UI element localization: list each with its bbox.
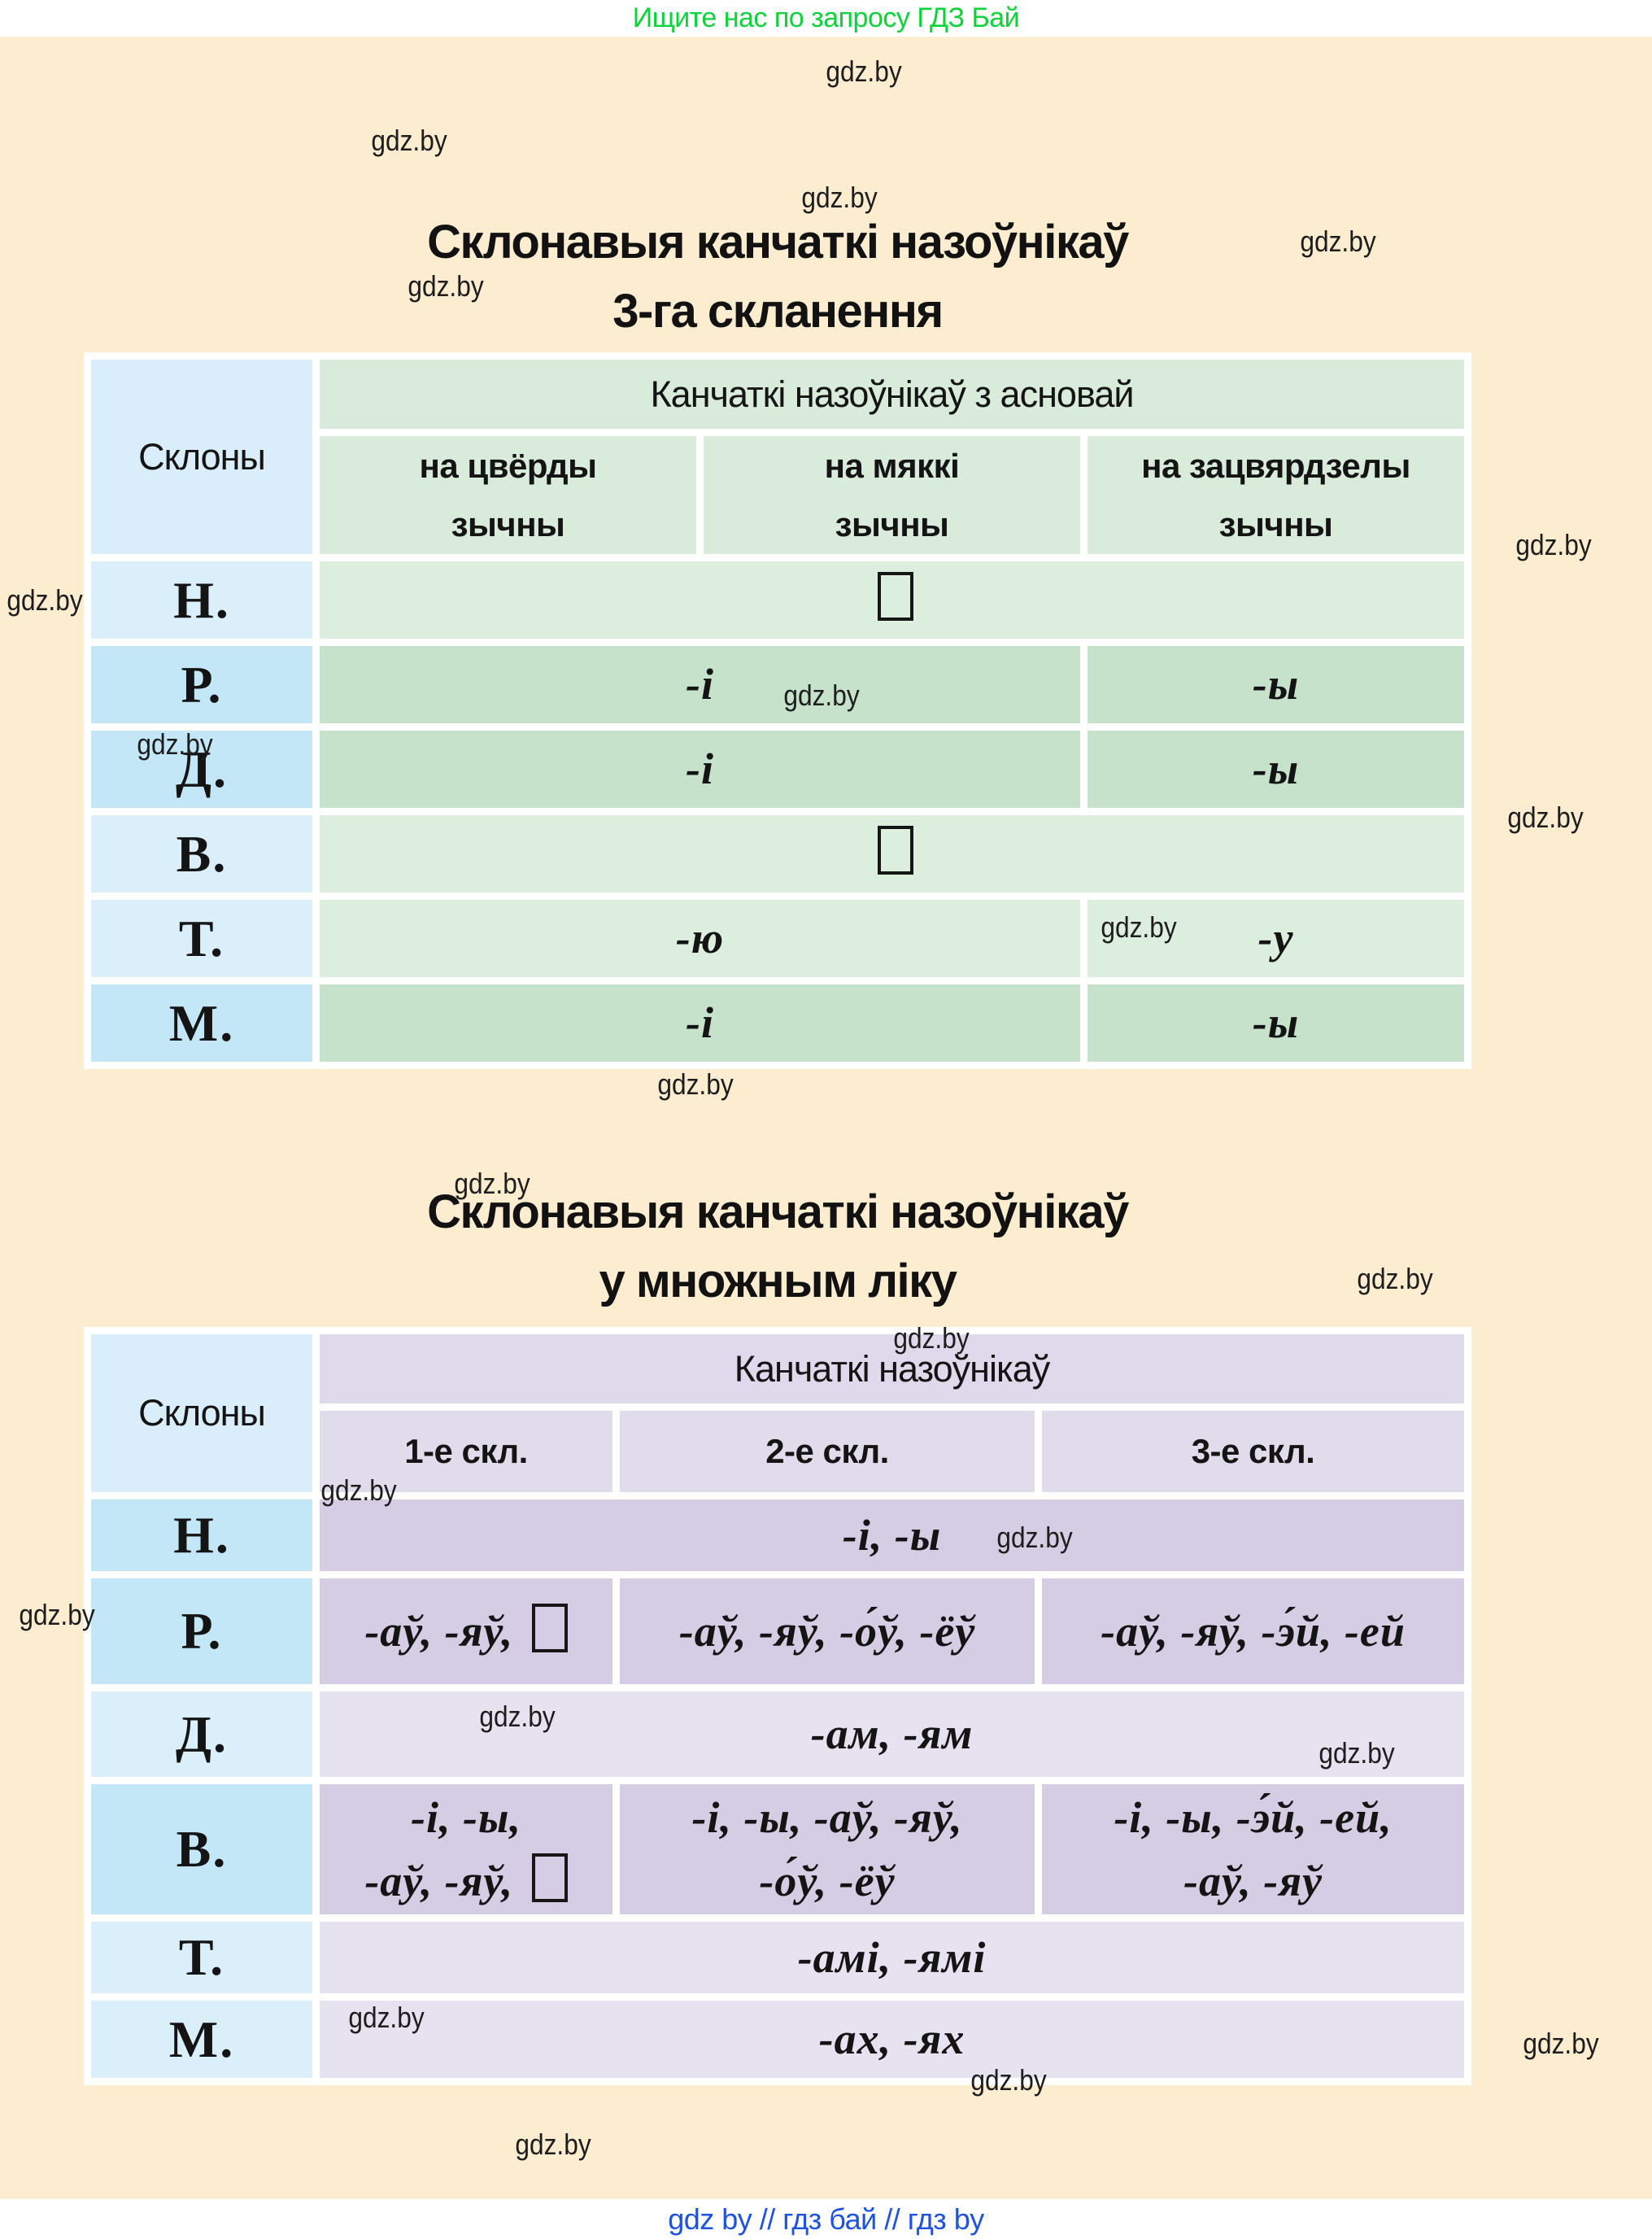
watermark-text: gdz.by — [1515, 528, 1592, 561]
ending-cell: -ах, -ях — [320, 2001, 1464, 2078]
watermark-text: gdz.by — [826, 55, 902, 88]
case-label-cell: Р. — [91, 1578, 312, 1684]
title-3rd-declension: Склонавыя канчаткі назоўнікаў 3-га склан… — [91, 207, 1464, 346]
watermark-text: gdz.by — [7, 583, 83, 617]
column-header-cell: на зацвярдзелы зычны — [1088, 436, 1464, 554]
ending-text: -о́ў, -ёў — [759, 1857, 896, 1905]
watermark-text: gdz.by — [1507, 801, 1584, 834]
table-plural: Склоны Канчаткі назоўнікаў 1-е скл. 2-е скл… — [91, 1334, 1464, 2078]
ending-cell: -аў, -яў, — [320, 1578, 612, 1684]
case-label-cell: М. — [91, 984, 312, 1062]
case-label-cell: В. — [91, 1784, 312, 1914]
ending-cell: -ы — [1088, 646, 1464, 723]
ending-cell — [320, 561, 1464, 639]
ending-text: -ы — [1252, 744, 1300, 794]
ending-text: -і, -ы — [842, 1510, 942, 1560]
ending-cell: -ам, -ям — [320, 1691, 1464, 1777]
ending-cell: -і, -ы — [320, 1499, 1464, 1571]
case-label-cell: Т. — [91, 1922, 312, 1993]
ending-text: -аў, -яў, -о́ў, -ёў — [678, 1606, 976, 1656]
ending-text — [871, 568, 913, 631]
case-label-cell: Д. — [91, 1691, 312, 1777]
case-label-cell: М. — [91, 2001, 312, 2078]
ending-cell: -аў, -яў, -э́й, -ей — [1042, 1578, 1464, 1684]
ending-cell: -амі, -ямі — [320, 1922, 1464, 1993]
ending-cell: -і, -ы, -э́й, -ей, -аў, -яў — [1042, 1784, 1464, 1914]
ending-text: -аў, -яў, -э́й, -ей — [1101, 1606, 1406, 1656]
top-banner: Ищите нас по запросу ГДЗ Бай — [0, 0, 1652, 37]
ending-text: -у — [1258, 914, 1294, 963]
column-header-cell: 2-е скл. — [620, 1411, 1035, 1492]
ending-cell: -ы — [1088, 984, 1464, 1062]
table-3rd-declension: Склоны Канчаткі назоўнікаў з асновай на цв… — [91, 360, 1464, 1062]
footer-links: gdz by // гдз бай // гдз by — [0, 2199, 1652, 2239]
title-plural: Склонавыя канчаткі назоўнікаў у множным … — [91, 1177, 1464, 1316]
ending-text: -і — [686, 660, 714, 709]
case-label-cell: Р. — [91, 646, 312, 723]
ending-text: -і, -ы, -аў, -яў, — [691, 1792, 963, 1842]
ending-text: -амі, -ямі — [797, 1932, 987, 1982]
ending-cell — [320, 815, 1464, 893]
column-header-cell: 3-е скл. — [1042, 1411, 1464, 1492]
title-line: Склонавыя канчаткі назоўнікаў — [427, 1185, 1129, 1238]
footer-text: gdz by // гдз бай // гдз by — [668, 2202, 984, 2236]
ending-text: -аў, -яў — [1183, 1857, 1323, 1905]
ending-text: -аў, -яў, — [364, 1849, 568, 1913]
ending-cell: -і, -ы, -аў, -яў, -о́ў, -ёў — [620, 1784, 1035, 1914]
title-line: Склонавыя канчаткі назоўнікаў — [427, 216, 1129, 268]
empty-ending-box — [877, 826, 913, 875]
ending-text: -ю — [675, 914, 725, 963]
top-banner-text: Ищите нас по запросу ГДЗ Бай — [632, 2, 1020, 33]
ending-cell: -і — [320, 984, 1080, 1062]
ending-text: -аў, -яў, — [364, 1600, 568, 1663]
table-3rd-declension-frame: Склоны Канчаткі назоўнікаў з асновай на цв… — [84, 352, 1471, 1069]
case-label-cell: Т. — [91, 900, 312, 977]
watermark-text: gdz.by — [1523, 2027, 1599, 2060]
watermark-text: gdz.by — [515, 2128, 591, 2161]
case-label-cell: Д. — [91, 731, 312, 808]
ending-cell: -і — [320, 731, 1080, 808]
ending-text: -ы — [1252, 660, 1300, 709]
ending-text: -і — [686, 744, 714, 794]
ending-cell: -у — [1088, 900, 1464, 977]
table-plural-frame: Склоны Канчаткі назоўнікаў 1-е скл. 2-е скл… — [84, 1327, 1471, 2085]
ending-cell: -аў, -яў, -о́ў, -ёў — [620, 1578, 1035, 1684]
ending-cell: -і, -ы, -аў, -яў, — [320, 1784, 612, 1914]
ending-text: -і — [686, 998, 714, 1048]
cases-header-cell: Склоны — [91, 1334, 312, 1492]
title-line: 3-га скланення — [612, 285, 944, 338]
column-header-cell: 1-е скл. — [320, 1411, 612, 1492]
ending-text — [871, 822, 913, 885]
column-header-cell: на мяккі зычны — [704, 436, 1080, 554]
watermark-text: gdz.by — [657, 1067, 734, 1101]
ending-text: -і, -ы, — [411, 1792, 521, 1842]
ending-text: -ам, -ям — [810, 1709, 974, 1759]
title-line: у множным ліку — [599, 1255, 957, 1307]
span-header-cell: Канчаткі назоўнікаў з асновай — [320, 360, 1464, 429]
ending-text: -ы — [1252, 998, 1300, 1048]
watermark-text: gdz.by — [371, 124, 447, 157]
case-label-cell: Н. — [91, 1499, 312, 1571]
ending-text: -і, -ы, -э́й, -ей, — [1114, 1792, 1393, 1842]
cases-header-cell: Склоны — [91, 360, 312, 554]
ending-cell: -ы — [1088, 731, 1464, 808]
column-header-cell: на цвёрды зычны — [320, 436, 696, 554]
ending-cell: -ю — [320, 900, 1080, 977]
ending-text: -ах, -ях — [818, 2014, 965, 2064]
case-label-cell: В. — [91, 815, 312, 893]
empty-ending-box — [531, 1853, 568, 1902]
empty-ending-box — [531, 1603, 568, 1652]
empty-ending-box — [877, 572, 913, 622]
span-header-cell: Канчаткі назоўнікаў — [320, 1334, 1464, 1403]
case-label-cell: Н. — [91, 561, 312, 639]
ending-cell: -і — [320, 646, 1080, 723]
